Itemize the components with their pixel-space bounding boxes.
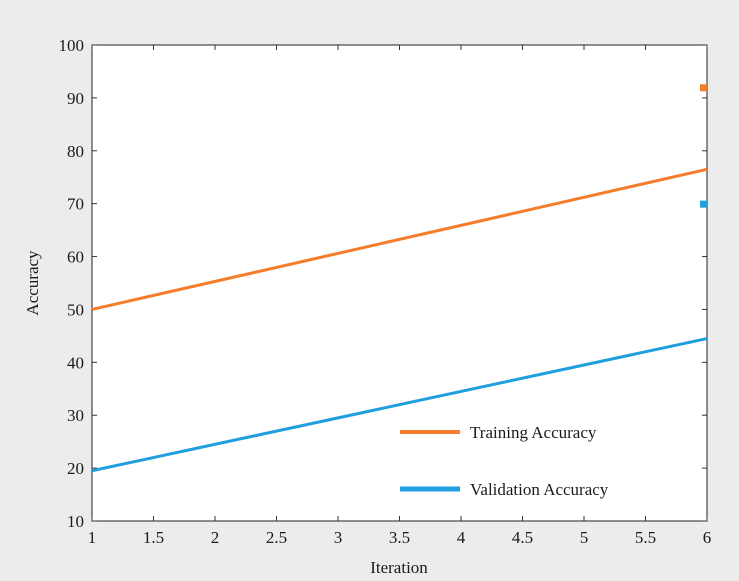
x-tick-label: 2.5 bbox=[266, 528, 287, 547]
y-axis-label: Accuracy bbox=[23, 250, 42, 316]
y-tick-label: 20 bbox=[67, 459, 84, 478]
series-line-training bbox=[91, 167, 708, 311]
y-tick-label: 70 bbox=[67, 195, 84, 214]
marker-validation bbox=[700, 200, 707, 208]
x-tick-label: 3 bbox=[334, 528, 343, 547]
series-layer bbox=[91, 84, 708, 473]
x-tick-label: 6 bbox=[703, 528, 712, 547]
x-tick-label: 4 bbox=[457, 528, 466, 547]
x-tick-label: 3.5 bbox=[389, 528, 410, 547]
x-axis-ticks: 1 1.5 2 2.5 3 3.5 4 4.5 5 5.5 6 bbox=[88, 45, 712, 547]
legend-label-training: Training Accuracy bbox=[470, 423, 597, 442]
x-tick-label: 1 bbox=[88, 528, 97, 547]
y-tick-label: 80 bbox=[67, 142, 84, 161]
x-tick-label: 1.5 bbox=[143, 528, 164, 547]
marker-training bbox=[700, 84, 707, 92]
y-tick-label: 40 bbox=[67, 353, 84, 372]
y-tick-label: 10 bbox=[67, 512, 84, 531]
y-tick-label: 90 bbox=[67, 89, 84, 108]
legend-label-validation: Validation Accuracy bbox=[470, 480, 609, 499]
y-tick-label: 100 bbox=[59, 36, 85, 55]
x-tick-label: 5 bbox=[580, 528, 589, 547]
y-tick-label: 30 bbox=[67, 406, 84, 425]
x-tick-label: 5.5 bbox=[635, 528, 656, 547]
x-axis-label: Iteration bbox=[370, 558, 428, 577]
y-axis-ticks: 10 20 30 40 50 60 70 80 90 100 bbox=[59, 36, 707, 531]
x-tick-label: 4.5 bbox=[512, 528, 533, 547]
y-tick-label: 50 bbox=[67, 300, 84, 319]
legend: Training Accuracy Validation Accuracy bbox=[400, 423, 609, 499]
x-tick-label: 2 bbox=[211, 528, 220, 547]
series-line-validation bbox=[91, 337, 708, 473]
plot-area bbox=[91, 44, 708, 522]
y-tick-label: 60 bbox=[67, 248, 84, 267]
